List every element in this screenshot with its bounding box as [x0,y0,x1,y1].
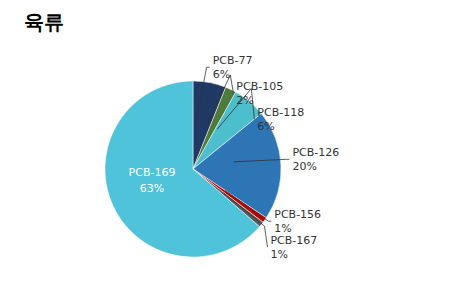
svg-text:PCB-105: PCB-105 [236,80,283,93]
svg-text:2%: 2% [236,93,254,107]
svg-text:1%: 1% [270,248,287,261]
html-text:육류: 육류 [24,10,64,34]
svg-text:PCB-126: PCB-126 [292,146,339,159]
svg-text:1%: 1% [274,221,292,235]
svg-text:20%: 20% [292,160,316,173]
svg-text:PCB-77: PCB-77 [213,54,253,67]
svg-text:PCB-167: PCB-167 [270,234,317,247]
svg-text:PCB-156: PCB-156 [274,208,321,221]
svg-text:PCB-118: PCB-118 [257,106,304,119]
svg-text:63%: 63% [140,182,164,195]
svg-text:6%: 6% [257,120,274,133]
svg-text:PCB-169: PCB-169 [129,166,176,179]
svg-text:6%: 6% [213,68,230,81]
